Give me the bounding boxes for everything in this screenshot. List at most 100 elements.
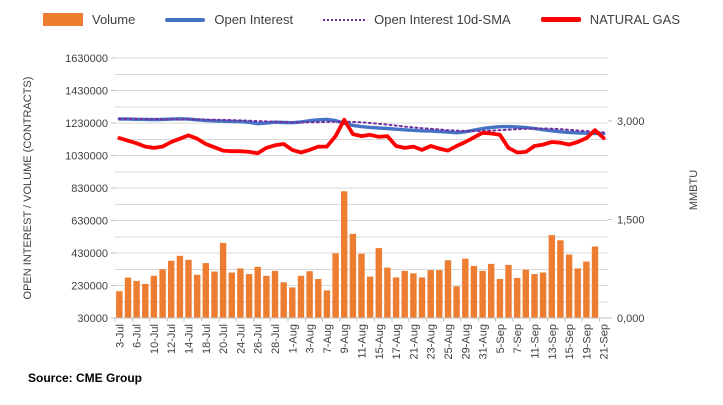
volume-bar — [194, 274, 201, 318]
right-axis-tick-label: 1,500 — [617, 215, 645, 227]
legend-label-volume: Volume — [91, 12, 136, 27]
open-interest-sma-line — [118, 117, 605, 134]
volume-bar — [427, 270, 434, 318]
left-axis-tick-label: 1030000 — [65, 151, 108, 163]
x-axis-tick-label: 3-Jul — [114, 324, 126, 348]
x-axis-tick-label: 21-Aug — [408, 324, 420, 359]
volume-bar — [470, 266, 478, 318]
left-axis-tick-label: 1630000 — [65, 53, 108, 65]
left-axis-tick-label: 1430000 — [65, 86, 108, 98]
x-axis-tick-label: 25-Aug — [443, 324, 455, 359]
volume-bar — [280, 282, 287, 319]
right-axis-title: MMBTU — [688, 170, 700, 210]
volume-bar — [315, 279, 322, 318]
left-axis-tick-label: 1230000 — [65, 118, 108, 130]
volume-bar — [557, 240, 564, 318]
volume-bar — [410, 273, 417, 318]
volume-bar — [496, 279, 504, 318]
volume-bar — [591, 246, 599, 318]
volume-bar — [375, 248, 382, 318]
volume-bar — [219, 242, 227, 318]
volume-swatch-icon — [42, 13, 83, 26]
legend-item-natural-gas: NATURAL GAS — [540, 12, 681, 27]
volume-bar — [202, 263, 209, 318]
x-axis-tick-label: 20-Jul — [218, 324, 230, 354]
left-axis-ticks: 30000 230000 430000 630000 830000 1030000 1230… — [65, 53, 115, 325]
natural-gas-line-icon — [540, 17, 581, 22]
right-axis-tick-label: 0,000 — [617, 313, 645, 325]
x-axis-tick-label: 18-Jul — [201, 324, 213, 354]
right-axis-ticks: 0,000 1,500 3,000 — [608, 116, 645, 325]
legend-label-natural-gas: NATURAL GAS — [589, 12, 681, 27]
volume-bar — [116, 291, 123, 318]
volume-bar — [332, 253, 339, 318]
volume-bar — [418, 277, 426, 318]
x-axis-tick-label: 1-Aug — [287, 324, 299, 353]
volume-bar — [142, 283, 149, 318]
left-axis-tick-label: 430000 — [71, 248, 108, 260]
volume-bar — [341, 191, 348, 319]
volume-bar — [366, 276, 374, 318]
volume-bar — [323, 290, 331, 318]
volume-bar — [133, 280, 140, 318]
x-axis-tick-label: 19-Sep — [581, 324, 593, 359]
volume-bar — [384, 267, 391, 318]
volume-bar — [349, 233, 357, 318]
volume-bar — [574, 268, 581, 318]
volume-bar — [237, 268, 244, 318]
legend-label-open-interest: Open Interest — [214, 12, 294, 27]
x-axis-tick-label: 7-Sep — [512, 324, 524, 353]
volume-bar — [531, 274, 538, 318]
x-axis-ticks: 3-Jul 6-Jul 10-Jul 12-Jul 14-Jul 18-Jul 20-Jul… — [114, 324, 610, 359]
volume-bar — [124, 277, 132, 318]
volume-bar — [514, 277, 521, 318]
left-axis-tick-label: 30000 — [77, 313, 108, 325]
x-axis-tick-label: 6-Jul — [132, 324, 144, 348]
x-axis-tick-label: 5-Sep — [495, 324, 507, 353]
volume-bar — [548, 235, 555, 318]
x-axis-tick-label: 31-Aug — [478, 324, 490, 359]
volume-bar — [522, 269, 529, 318]
natural-gas-line — [117, 117, 606, 156]
left-axis-tick-label: 830000 — [71, 183, 108, 195]
volume-bar — [505, 264, 512, 318]
chart-legend: Volume Open Interest Open Interest 10d-S… — [0, 12, 723, 27]
left-axis-title: OPEN INTEREST / VOLUME (CONTRACTS) — [22, 77, 34, 300]
volume-bar — [392, 277, 400, 318]
x-axis-tick-label: 11-Sep — [530, 324, 542, 359]
open-interest-line — [117, 117, 606, 136]
sma-dotted-line-icon — [323, 18, 366, 21]
left-axis-tick-label: 630000 — [71, 216, 108, 228]
volume-bar — [263, 275, 270, 319]
axis-lines — [114, 317, 608, 322]
volume-bar — [245, 274, 253, 318]
volume-bar — [159, 269, 166, 319]
x-axis-tick-label: 12-Jul — [166, 324, 178, 354]
x-axis-tick-label: 7-Aug — [322, 324, 334, 353]
x-axis-tick-label: 13-Sep — [547, 324, 559, 359]
x-axis-tick-label: 10-Jul — [149, 324, 161, 354]
legend-item-volume: Volume — [42, 12, 136, 27]
x-axis-tick-label: 15-Aug — [374, 324, 386, 359]
open-interest-line-icon — [165, 17, 206, 22]
volume-bar — [565, 254, 573, 318]
x-axis-tick-label: 9-Aug — [339, 324, 351, 353]
volume-bar — [168, 260, 175, 318]
volume-bar — [488, 263, 495, 318]
volume-bar — [306, 271, 313, 318]
volume-bar — [211, 271, 218, 318]
legend-label-sma: Open Interest 10d-SMA — [374, 12, 511, 27]
volume-bar — [444, 260, 452, 318]
volume-bars — [116, 191, 599, 319]
x-axis-tick-label: 26-Jul — [253, 324, 265, 354]
x-axis-tick-label: 21-Sep — [599, 324, 611, 359]
x-axis-tick-label: 24-Jul — [235, 324, 247, 354]
volume-bar — [185, 259, 192, 318]
volume-bar — [254, 266, 261, 318]
volume-bar — [479, 270, 486, 318]
volume-bar — [228, 272, 235, 318]
legend-item-open-interest: Open Interest — [165, 12, 293, 27]
legend-item-sma: Open Interest 10d-SMA — [323, 12, 511, 27]
x-axis-tick-label: 11-Aug — [357, 324, 369, 359]
